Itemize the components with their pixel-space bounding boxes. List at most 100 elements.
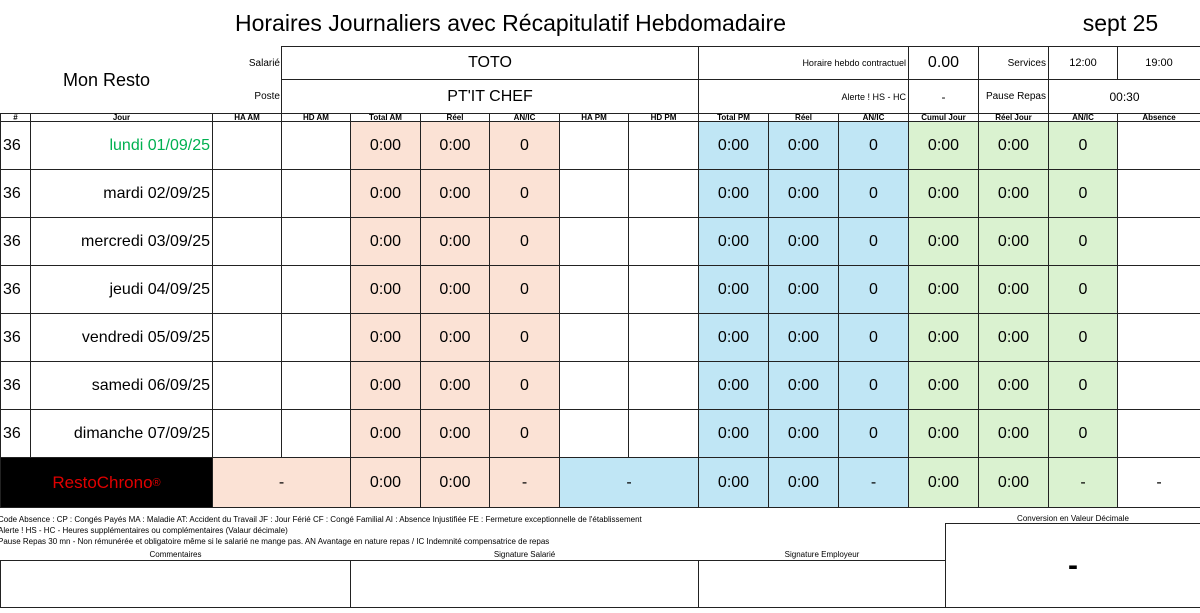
note: Alerte ! HS - HC - Heures supplémentaire…	[0, 525, 288, 535]
company: Mon Resto	[62, 69, 151, 90]
label: Horaire hebdo contractuel	[698, 46, 909, 80]
time: 0:00	[768, 313, 839, 362]
week: 36	[0, 313, 31, 362]
total: 0:00	[908, 457, 979, 508]
week: 36	[0, 409, 31, 458]
day: mardi 02/09/25	[30, 169, 213, 218]
time: 0	[838, 313, 909, 362]
time: 0	[838, 265, 909, 314]
value: -	[908, 79, 979, 114]
total: -	[1048, 457, 1118, 508]
time: 0	[489, 169, 560, 218]
total: -	[559, 457, 699, 508]
empty-cell	[281, 265, 351, 314]
title: Horaires Journaliers avec Récapitulatif …	[235, 10, 786, 36]
time: 0:00	[908, 121, 979, 170]
empty-cell	[212, 169, 282, 218]
empty-cell	[281, 217, 351, 266]
time: 0	[489, 361, 560, 410]
empty-cell	[212, 409, 282, 458]
label: Alerte ! HS - HC	[698, 79, 909, 114]
day: vendredi 05/09/25	[30, 313, 213, 362]
empty-cell	[212, 361, 282, 410]
time: 0:00	[350, 217, 421, 266]
empty-cell	[559, 217, 629, 266]
total: 0:00	[420, 457, 490, 508]
time: 0	[838, 217, 909, 266]
time: 0:00	[698, 409, 769, 458]
label: Signature Employeur	[784, 550, 860, 559]
brand: RestoChrono ®	[0, 457, 213, 508]
week: 36	[0, 361, 31, 410]
time: 0	[489, 409, 560, 458]
empty-cell	[1117, 361, 1200, 410]
total: 0:00	[698, 457, 769, 508]
day: mercredi 03/09/25	[30, 217, 213, 266]
empty-cell	[1117, 169, 1200, 218]
time: 0:00	[978, 361, 1049, 410]
signature-box	[350, 560, 699, 608]
empty-cell	[281, 313, 351, 362]
time: 0:00	[908, 217, 979, 266]
time: 0	[838, 409, 909, 458]
empty-cell	[281, 121, 351, 170]
empty-cell	[1117, 409, 1200, 458]
label: Services	[978, 46, 1049, 80]
time: 0:00	[420, 265, 490, 314]
day: samedi 06/09/25	[30, 361, 213, 410]
time: 0:00	[698, 265, 769, 314]
time: 0:00	[908, 409, 979, 458]
label: Commentaires	[149, 550, 202, 559]
empty-cell	[559, 409, 629, 458]
total: 0:00	[350, 457, 421, 508]
empty-cell	[559, 361, 629, 410]
time: 0:00	[698, 121, 769, 170]
label: Signature Salarié	[493, 550, 556, 559]
comments-box	[0, 560, 351, 608]
time: 0:00	[978, 265, 1049, 314]
time: 0:00	[698, 217, 769, 266]
time: 0:00	[768, 217, 839, 266]
time: 0	[1048, 217, 1118, 266]
empty-cell	[559, 121, 629, 170]
empty-cell	[559, 313, 629, 362]
brand-mark: ®	[152, 476, 161, 489]
value: 12:00	[1048, 46, 1118, 80]
time: 0:00	[350, 169, 421, 218]
time: 0:00	[768, 409, 839, 458]
empty-cell	[628, 169, 699, 218]
time: 0	[838, 121, 909, 170]
time: 0:00	[420, 313, 490, 362]
value: PT'IT CHEF	[281, 79, 699, 114]
time: 0:00	[420, 361, 490, 410]
empty-cell	[559, 169, 629, 218]
time: 0	[489, 217, 560, 266]
empty-cell	[212, 265, 282, 314]
empty-cell	[628, 265, 699, 314]
empty-cell	[212, 121, 282, 170]
empty-cell	[1117, 217, 1200, 266]
time: 0	[838, 361, 909, 410]
time: 0	[838, 169, 909, 218]
time: 0:00	[698, 361, 769, 410]
time: 0:00	[420, 169, 490, 218]
time: 0:00	[978, 313, 1049, 362]
empty-cell	[628, 313, 699, 362]
time: 0	[489, 121, 560, 170]
day: lundi 01/09/25	[30, 121, 213, 170]
time: 0:00	[350, 121, 421, 170]
time: 0:00	[768, 121, 839, 170]
day: dimanche 07/09/25	[30, 409, 213, 458]
note: Pause Repas 30 mn - Non rémunérée et obl…	[0, 536, 550, 546]
empty-cell	[281, 409, 351, 458]
time: 0	[1048, 409, 1118, 458]
day: jeudi 04/09/25	[30, 265, 213, 314]
conversion: -	[945, 523, 1200, 608]
time: 0:00	[350, 409, 421, 458]
time: 0:00	[978, 217, 1049, 266]
total: -	[489, 457, 560, 508]
time: 0	[1048, 361, 1118, 410]
total: 0:00	[768, 457, 839, 508]
label: Pause Repas	[978, 79, 1049, 114]
